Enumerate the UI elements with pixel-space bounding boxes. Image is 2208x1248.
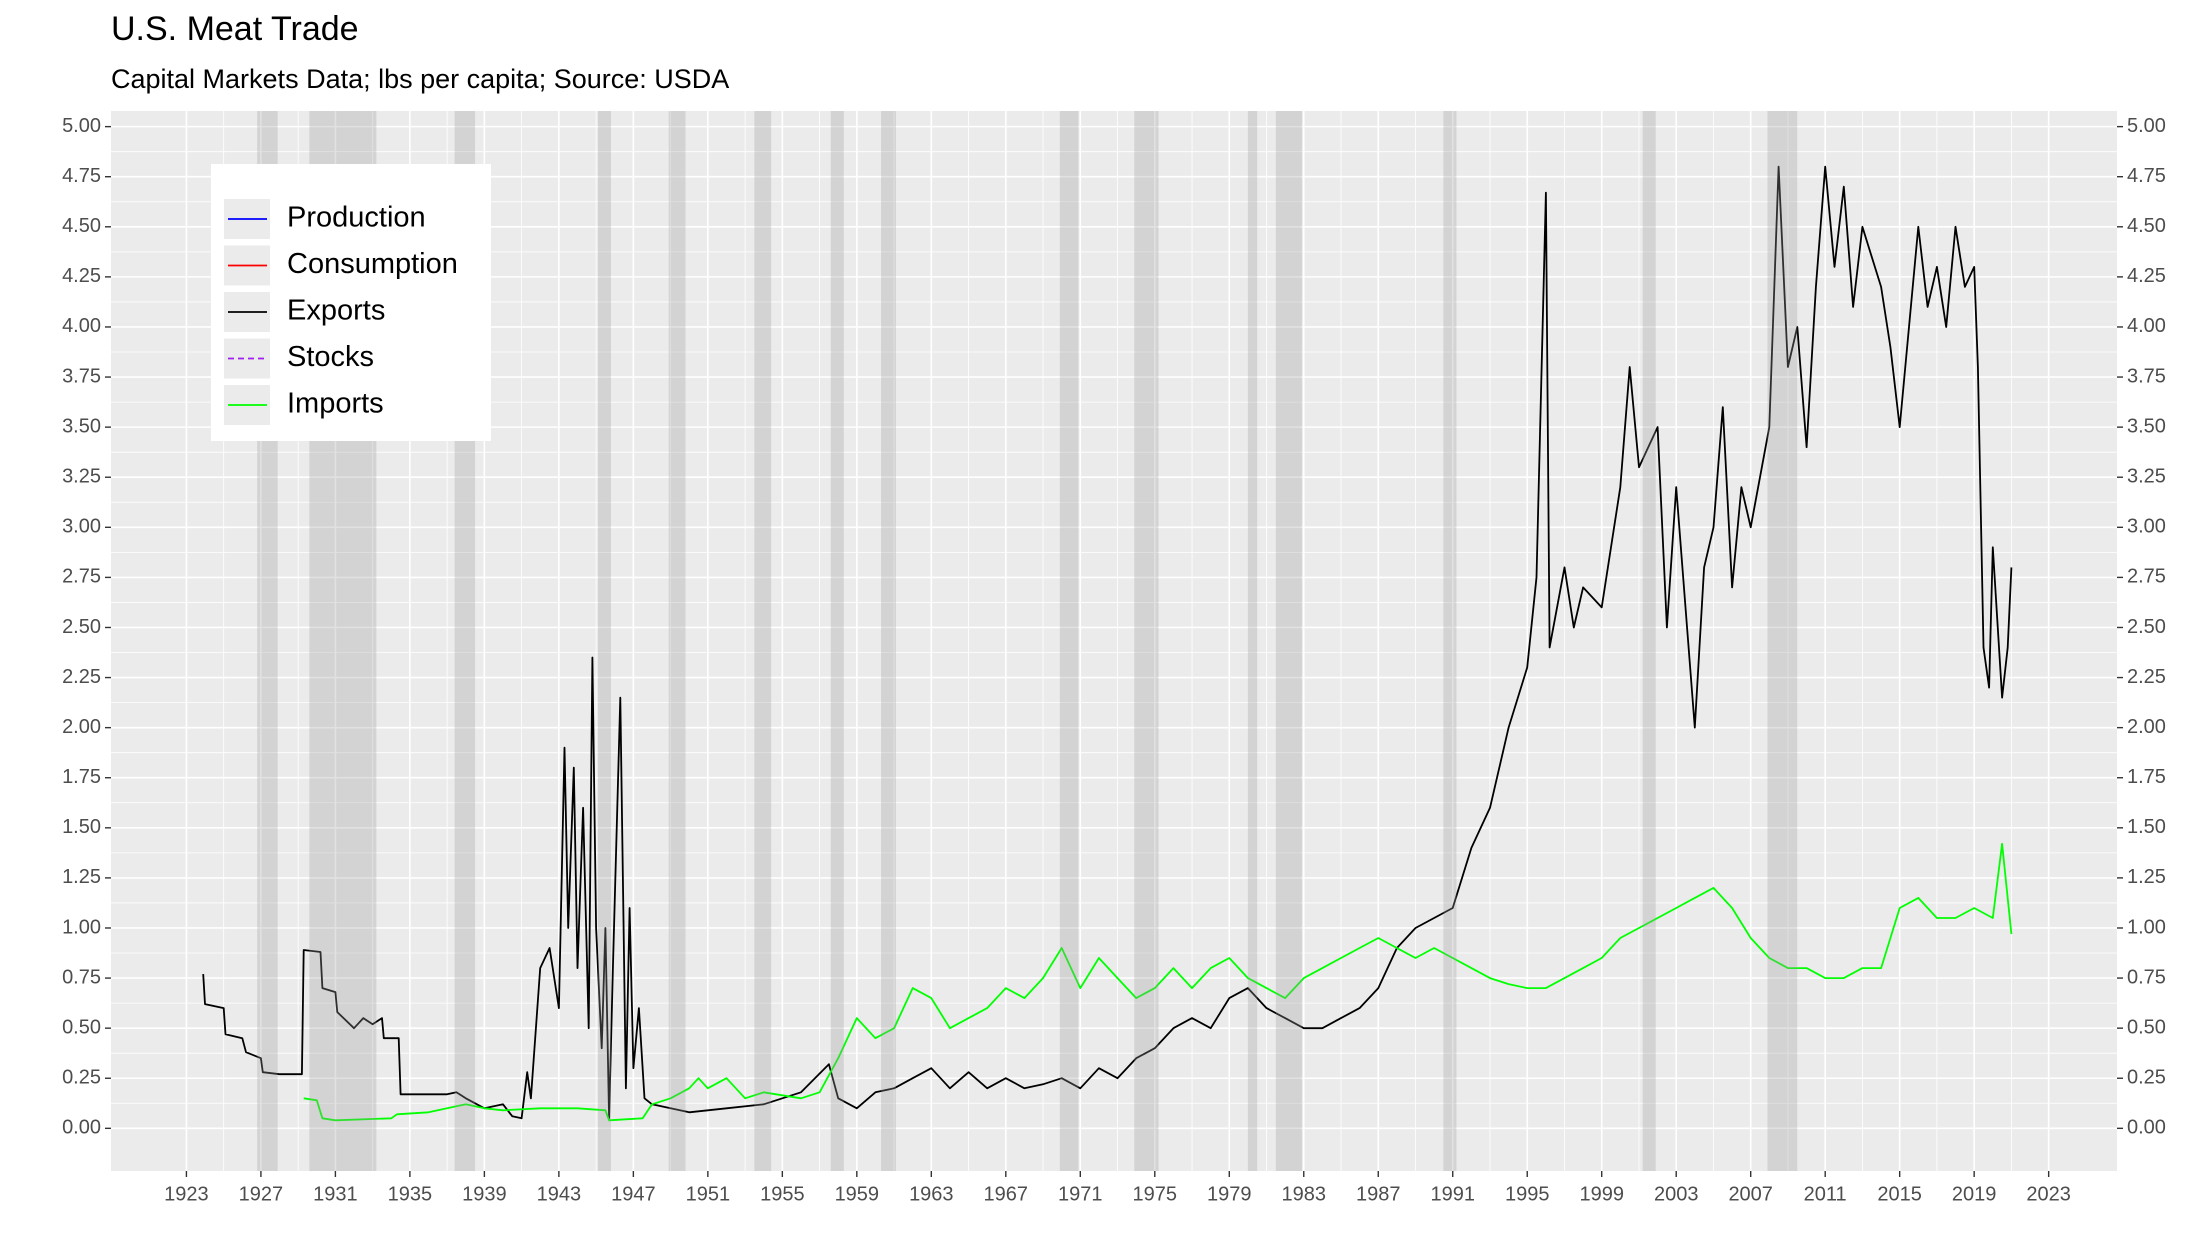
shaded-period xyxy=(830,111,844,1171)
y-tick-label: 4.50 xyxy=(62,215,101,237)
y2-tick-label: 2.75 xyxy=(2127,566,2166,588)
shaded-period xyxy=(597,111,612,1171)
x-tick-label: 1971 xyxy=(1058,1183,1103,1205)
legend-label: Consumption xyxy=(287,248,458,280)
x-tick-label: 1995 xyxy=(1505,1183,1550,1205)
x-tick-label: 1975 xyxy=(1133,1183,1178,1205)
legend-label: Exports xyxy=(287,295,385,327)
x-tick-label: 1955 xyxy=(760,1183,805,1205)
series-line xyxy=(202,165,2013,1120)
x-tick-label: 2015 xyxy=(1877,1183,1922,1205)
y-tick-label: 1.50 xyxy=(62,816,101,838)
x-tick-label: 1991 xyxy=(1430,1183,1475,1205)
legend-label: Imports xyxy=(287,388,384,420)
y2-tick-label: 4.00 xyxy=(2127,315,2166,337)
x-tick-label: 1959 xyxy=(835,1183,880,1205)
y2-tick-label: 0.25 xyxy=(2127,1067,2166,1089)
chart-title: U.S. Meat Trade xyxy=(111,10,359,48)
y-tick-label: 3.25 xyxy=(62,466,101,488)
y2-tick-label: 3.00 xyxy=(2127,516,2166,538)
y2-tick-label: 4.50 xyxy=(2127,215,2166,237)
chart-subtitle: Capital Markets Data; lbs per capita; So… xyxy=(111,64,729,94)
shaded-period xyxy=(1443,111,1457,1171)
x-tick-label: 2007 xyxy=(1728,1183,1773,1205)
x-tick-label: 1987 xyxy=(1356,1183,1401,1205)
y-tick-label: 3.75 xyxy=(62,365,101,387)
y-tick-label: 1.00 xyxy=(62,916,101,938)
shaded-period xyxy=(1059,111,1079,1171)
legend-label: Stocks xyxy=(287,341,374,373)
x-tick-label: 2023 xyxy=(2026,1183,2071,1205)
x-tick-label: 1979 xyxy=(1207,1183,1252,1205)
x-tick-label: 1963 xyxy=(909,1183,954,1205)
y-tick-label: 1.75 xyxy=(62,766,101,788)
y-tick-label: 2.75 xyxy=(62,566,101,588)
y-tick-label: 4.00 xyxy=(62,315,101,337)
shaded-period xyxy=(1247,111,1258,1171)
y-tick-label: 2.50 xyxy=(62,616,101,638)
y2-tick-label: 5.00 xyxy=(2127,115,2166,137)
y2-tick-label: 1.75 xyxy=(2127,766,2166,788)
x-tick-label: 1947 xyxy=(611,1183,656,1205)
shaded-period xyxy=(1134,111,1159,1171)
y2-tick-label: 4.75 xyxy=(2127,165,2166,187)
x-tick-label: 2003 xyxy=(1654,1183,1699,1205)
y-tick-label: 2.25 xyxy=(62,666,101,688)
y2-tick-label: 0.75 xyxy=(2127,966,2166,988)
x-tick-label: 1923 xyxy=(164,1183,209,1205)
y-tick-label: 3.50 xyxy=(62,415,101,437)
y2-tick-label: 1.00 xyxy=(2127,916,2166,938)
x-tick-label: 2019 xyxy=(1952,1183,1997,1205)
x-tick-label: 1935 xyxy=(388,1183,433,1205)
x-tick-label: 1999 xyxy=(1579,1183,1624,1205)
x-tick-label: 2011 xyxy=(1804,1183,1847,1205)
y-tick-label: 1.25 xyxy=(62,866,101,888)
x-tick-label: 1943 xyxy=(537,1183,582,1205)
y-tick-label: 0.25 xyxy=(62,1067,101,1089)
y2-tick-label: 1.50 xyxy=(2127,816,2166,838)
y-tick-label: 4.25 xyxy=(62,265,101,287)
series-line xyxy=(303,842,2013,1122)
y2-tick-label: 0.00 xyxy=(2127,1117,2166,1139)
y2-tick-label: 0.50 xyxy=(2127,1016,2166,1038)
legend-label: Production xyxy=(287,202,426,234)
x-tick-label: 1951 xyxy=(686,1183,731,1205)
x-tick-label: 1939 xyxy=(462,1183,507,1205)
y2-tick-label: 4.25 xyxy=(2127,265,2166,287)
x-tick-label: 1983 xyxy=(1282,1183,1327,1205)
x-tick-label: 1927 xyxy=(239,1183,284,1205)
y2-tick-label: 1.25 xyxy=(2127,866,2166,888)
y-tick-label: 5.00 xyxy=(62,115,101,137)
y-tick-label: 0.50 xyxy=(62,1016,101,1038)
y-tick-label: 3.00 xyxy=(62,516,101,538)
shaded-period xyxy=(881,111,896,1171)
y2-tick-label: 2.00 xyxy=(2127,716,2166,738)
x-tick-label: 1967 xyxy=(984,1183,1029,1205)
shaded-period xyxy=(754,111,772,1171)
x-tick-label: 1931 xyxy=(313,1183,358,1205)
y-tick-label: 4.75 xyxy=(62,165,101,187)
y-tick-label: 0.75 xyxy=(62,966,101,988)
shaded-period xyxy=(668,111,686,1171)
shaded-period xyxy=(1642,111,1656,1171)
y-tick-label: 2.00 xyxy=(62,716,101,738)
shaded-period xyxy=(1275,111,1302,1171)
shaded-period xyxy=(1767,111,1798,1171)
legend: Production Consumption Exports Stocks Import… xyxy=(211,164,491,441)
y2-tick-label: 2.50 xyxy=(2127,616,2166,638)
y2-tick-label: 3.75 xyxy=(2127,365,2166,387)
y2-tick-label: 3.50 xyxy=(2127,415,2166,437)
y2-tick-label: 2.25 xyxy=(2127,666,2166,688)
y-tick-label: 0.00 xyxy=(62,1117,101,1139)
y2-tick-label: 3.25 xyxy=(2127,466,2166,488)
